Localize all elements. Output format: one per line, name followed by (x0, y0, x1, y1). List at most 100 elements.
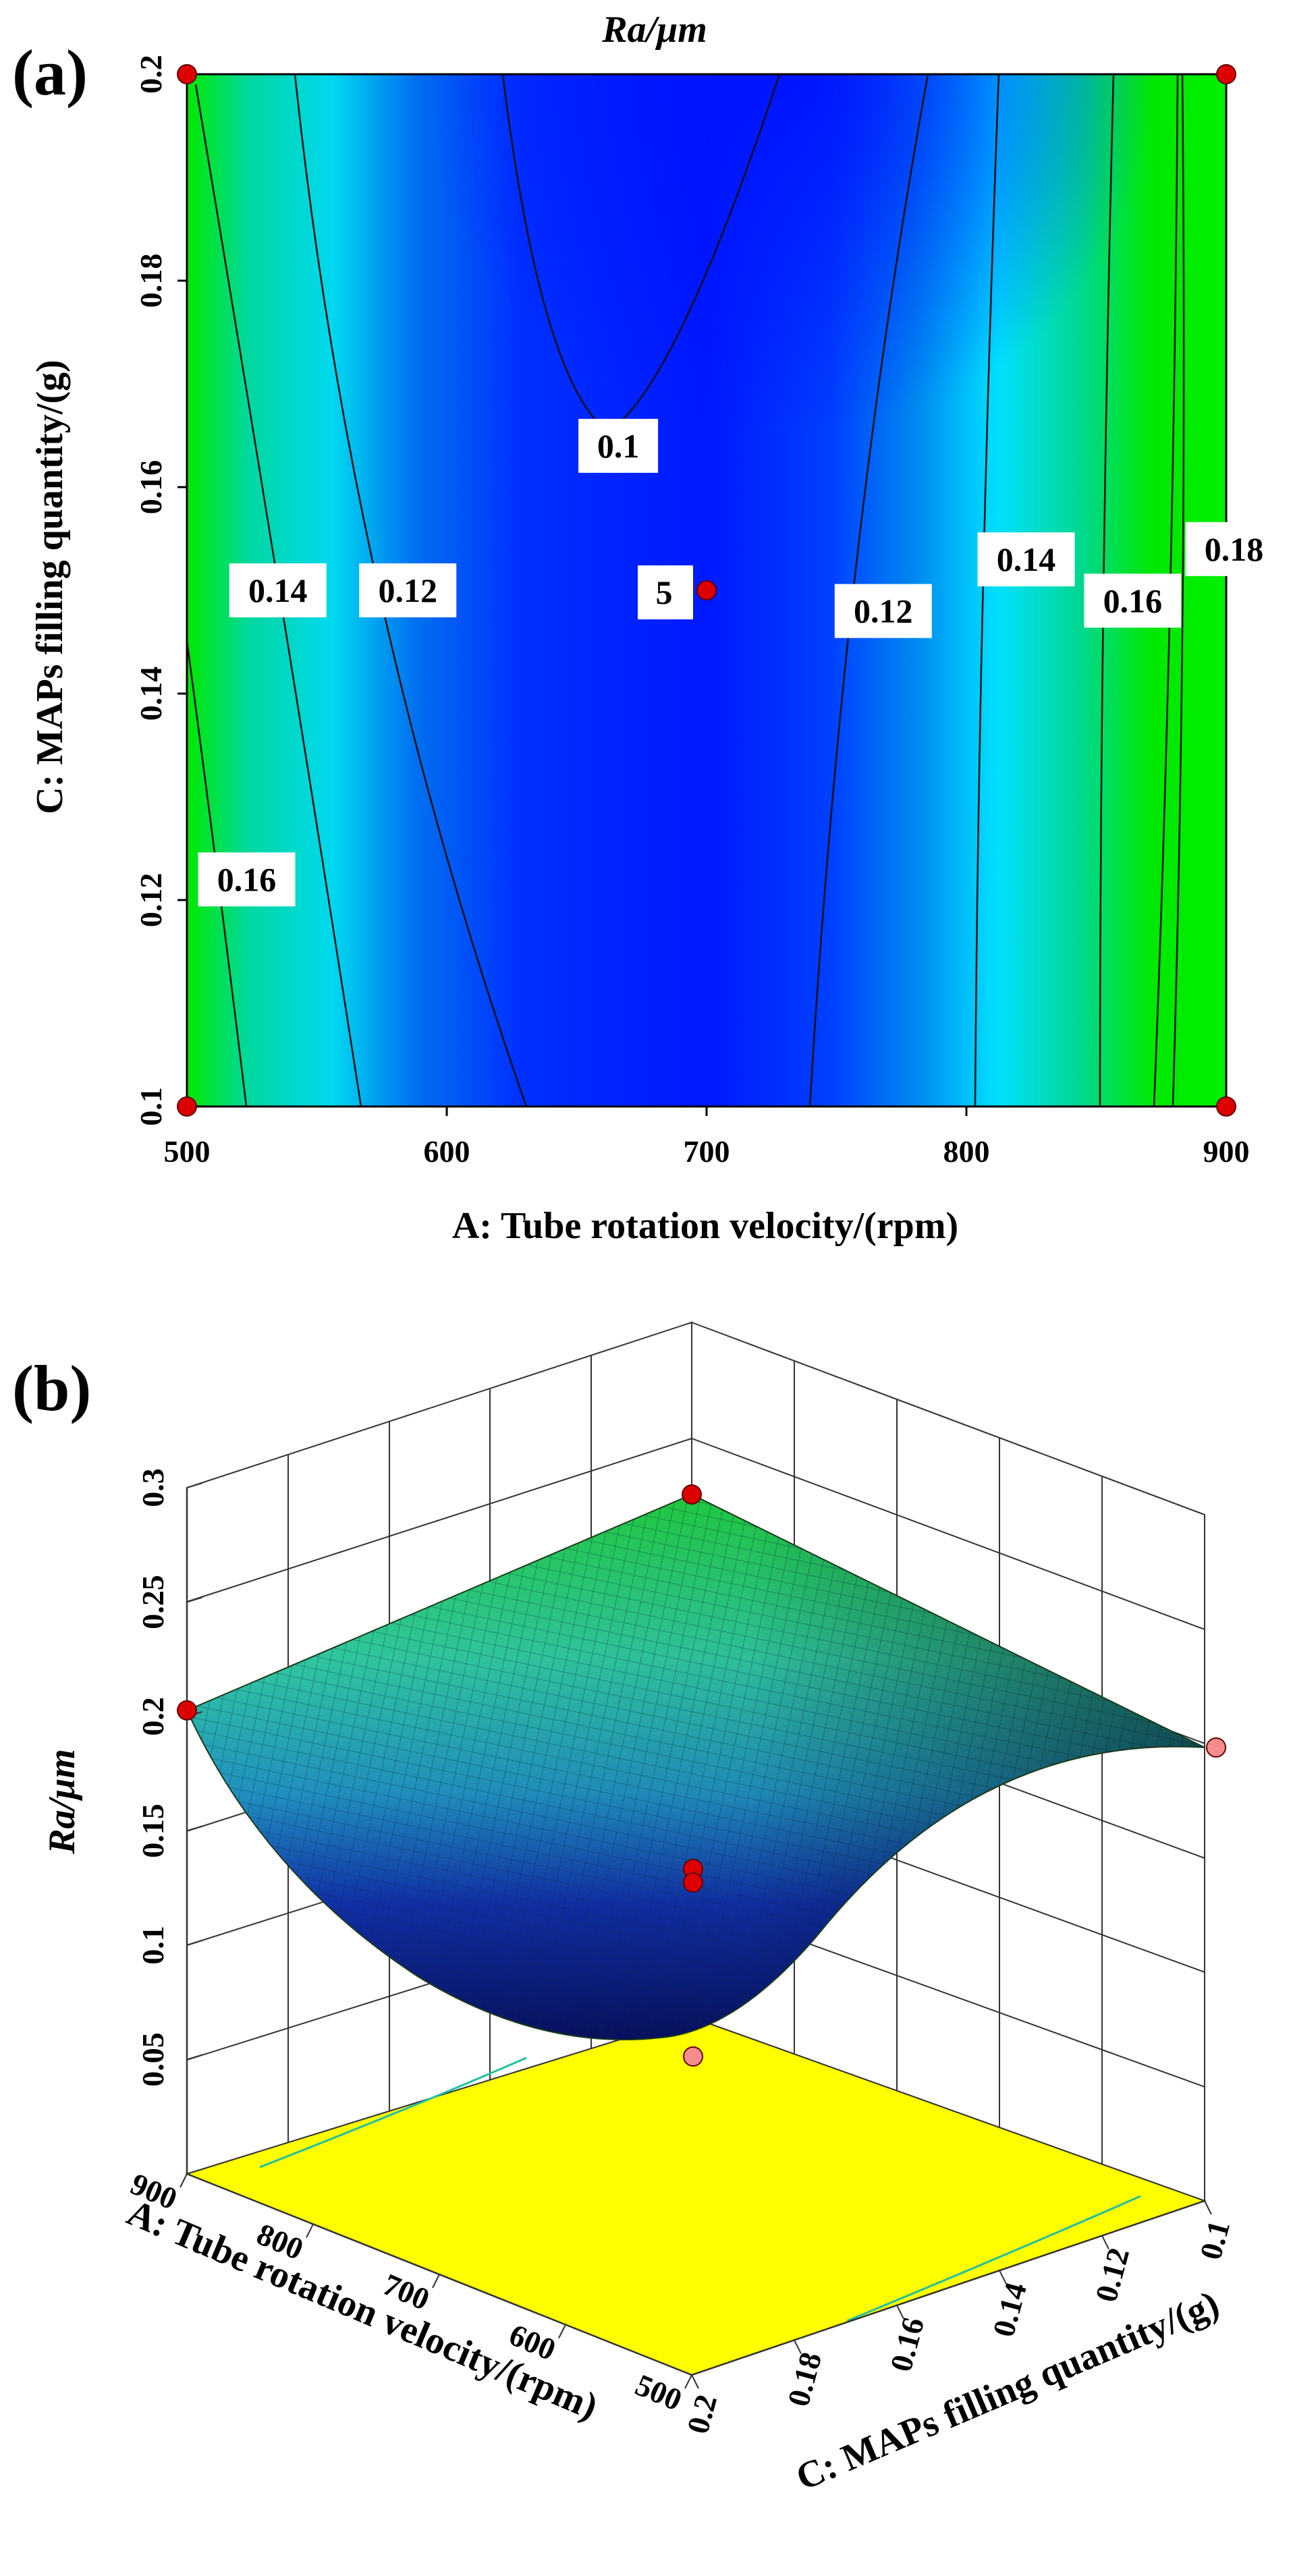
design-point (696, 580, 717, 600)
z-tick-label: 0.15 (136, 1803, 170, 1858)
contour-line-0.18b (1172, 74, 1185, 1107)
c-tick-mark (794, 2339, 802, 2354)
a-tick-label: 500 (630, 2368, 686, 2417)
contour-label: 0.12 (359, 563, 457, 617)
surface-point-light (1206, 1737, 1226, 1758)
contour-labels: 0.1 0.14 0.12 0.16 0.12 0.14 0.16 0.18 (198, 418, 1283, 907)
contour-label-text: 0.16 (217, 860, 277, 898)
y-tick-label: 0.2 (134, 55, 168, 94)
z-tick-mark (186, 1825, 203, 1832)
x-tick-label: 500 (164, 1134, 211, 1169)
contour-label: 0.16 (1084, 573, 1182, 628)
contour-label-box (1185, 522, 1283, 576)
contour-label: 0.16 (198, 852, 296, 907)
contour-line-0.12-right (808, 74, 929, 1107)
z-tick-mark (186, 1940, 203, 1946)
design-point (177, 1096, 197, 1117)
c-tick-mark (896, 2305, 904, 2320)
z-tick-label: 0.05 (136, 2032, 170, 2087)
surface-point-light (683, 2046, 703, 2067)
contour-label-box (977, 532, 1075, 587)
center-label-box (638, 565, 693, 619)
contour-plot: (a) Ra/μm 0.10.14 0.120.160.120.140.160.1… (12, 9, 1283, 1247)
contour-label-text: 0.1 (597, 427, 640, 465)
y-tick-label: 0.16 (134, 460, 168, 515)
center-point-annotation: 5 (638, 565, 693, 619)
surface-z-ticks: 0.05 0.1 0.15 0.2 0.25 0.3 (136, 1468, 203, 2087)
contour-y-label: C: MAPs filling quantity/(g) (29, 360, 71, 814)
a-tick-mark (432, 2274, 440, 2289)
z-tick-label: 0.3 (136, 1468, 170, 1507)
contour-label: 0.14 (977, 532, 1075, 587)
contour-label-text: 0.16 (1103, 582, 1163, 619)
y-tick-label: 0.12 (134, 873, 168, 928)
contour-label-box (198, 852, 296, 907)
contour-label-text: 0.18 (1205, 530, 1264, 568)
contour-label-text: 0.14 (997, 540, 1056, 578)
panel-b-label: (b) (12, 1352, 91, 1424)
y-tick-label: 0.1 (134, 1087, 168, 1126)
contour-label-box (834, 584, 932, 638)
a-tick-mark (180, 2173, 188, 2188)
c-tick-label: 0.14 (986, 2279, 1033, 2341)
z-tick-label: 0.2 (136, 1697, 170, 1736)
surface-c-ticks: 0.2 0.18 0.16 0.14 0.12 0.1 (680, 2200, 1236, 2438)
contour-label-box (1084, 573, 1182, 628)
z-tick-mark (186, 2054, 203, 2061)
surface-design-points (177, 1484, 1226, 2067)
z-tick-mark (186, 1596, 203, 1603)
z-tick-mark (186, 1482, 203, 1488)
c-tick-label: 0.12 (1089, 2244, 1136, 2305)
contour-label-text: 0.12 (854, 592, 913, 630)
contour-x-ticks: 500 600 700 800 900 (164, 1107, 1250, 1169)
contour-label: 0.1 (578, 418, 659, 473)
surface-shading (186, 1493, 1205, 2041)
c-tick-mark (1204, 2200, 1212, 2215)
surface-point (683, 1872, 703, 1893)
c-tick-mark (1101, 2235, 1109, 2250)
contour-line-0.14-right (974, 74, 1000, 1107)
design-point (177, 64, 197, 84)
x-tick-label: 700 (684, 1134, 730, 1169)
contour-label-box (229, 563, 327, 617)
contour-label: 0.18 (1185, 522, 1283, 576)
contour-label-box (578, 418, 659, 473)
contour-title: Ra/μm (601, 9, 707, 51)
x-tick-label: 600 (424, 1134, 470, 1169)
c-tick-label: 0.2 (680, 2391, 723, 2438)
c-tick-label: 0.18 (781, 2349, 828, 2410)
floor-contour-left (259, 2056, 527, 2168)
c-tick-mark (691, 2374, 699, 2389)
surface-point (682, 1484, 702, 1505)
a-tick-mark (306, 2224, 314, 2238)
c-tick-mark (999, 2270, 1007, 2285)
design-point (1216, 64, 1236, 84)
contour-y-ticks: 0.1 0.12 0.14 0.16 0.18 0.2 (134, 55, 187, 1126)
c-tick-label: 0.1 (1193, 2217, 1236, 2264)
contour-label: 0.12 (834, 584, 932, 638)
surface-z-label: Ra/μm (41, 1749, 83, 1855)
contour-label-text: 0.12 (379, 571, 438, 609)
contour-label-text: 0.14 (248, 571, 308, 609)
response-surface (186, 1493, 1205, 2041)
z-tick-label: 0.1 (136, 1926, 170, 1965)
center-point-label: 5 (656, 573, 673, 611)
x-tick-label: 900 (1203, 1134, 1250, 1169)
contour-label-box (359, 563, 457, 617)
c-tick-label: 0.16 (883, 2314, 931, 2375)
panel-a-label: (a) (12, 36, 88, 109)
x-tick-label: 800 (943, 1134, 990, 1169)
floor-contour-right (846, 2195, 1141, 2322)
design-point (1216, 1096, 1236, 1117)
a-tick-mark (558, 2324, 566, 2339)
z-tick-label: 0.25 (136, 1575, 170, 1629)
contour-label: 0.14 (229, 563, 327, 617)
y-tick-label: 0.14 (134, 667, 168, 721)
surface-plot: (b) (12, 1321, 1236, 2499)
a-tick-mark (684, 2374, 692, 2389)
contour-design-points (177, 64, 1236, 1117)
surface-point (177, 1700, 197, 1720)
y-tick-label: 0.18 (134, 254, 168, 308)
contour-x-label: A: Tube rotation velocity/(rpm) (452, 1205, 958, 1247)
